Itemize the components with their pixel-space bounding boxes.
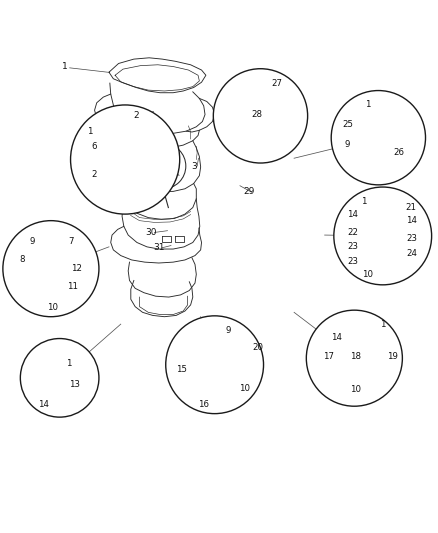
Circle shape	[158, 161, 168, 171]
Text: 1: 1	[88, 127, 93, 136]
Text: 18: 18	[350, 351, 361, 360]
Text: 25: 25	[343, 120, 353, 129]
Text: 3: 3	[192, 163, 198, 172]
Text: 23: 23	[347, 257, 358, 266]
Text: 22: 22	[347, 228, 358, 237]
Circle shape	[331, 91, 426, 185]
Text: 31: 31	[153, 243, 165, 252]
Text: 10: 10	[47, 303, 58, 312]
Text: 9: 9	[29, 237, 35, 246]
Text: 1: 1	[380, 320, 385, 329]
Text: 2: 2	[92, 171, 97, 179]
Text: 15: 15	[177, 365, 187, 374]
Text: 2: 2	[133, 111, 139, 120]
Text: 30: 30	[145, 228, 157, 237]
Text: 14: 14	[38, 400, 49, 408]
Text: 27: 27	[272, 79, 283, 88]
Text: 23: 23	[347, 243, 358, 252]
Circle shape	[71, 105, 180, 214]
Text: 14: 14	[406, 216, 417, 225]
Text: 23: 23	[406, 233, 417, 243]
Text: 16: 16	[198, 400, 209, 408]
Text: 14: 14	[332, 333, 343, 342]
Text: 11: 11	[67, 281, 78, 290]
Text: 7: 7	[68, 237, 73, 246]
Text: 10: 10	[362, 270, 373, 279]
Circle shape	[166, 316, 264, 414]
Text: 1: 1	[365, 100, 370, 109]
Text: 26: 26	[393, 148, 404, 157]
Text: 1: 1	[361, 197, 367, 206]
Text: 8: 8	[20, 255, 25, 264]
Circle shape	[213, 69, 307, 163]
Text: 20: 20	[253, 343, 264, 352]
Text: 9: 9	[225, 326, 230, 335]
Text: 12: 12	[71, 264, 82, 273]
Text: 10: 10	[350, 385, 361, 394]
Text: 28: 28	[251, 110, 262, 119]
Text: 29: 29	[243, 187, 254, 196]
Text: 9: 9	[344, 140, 350, 149]
Text: 6: 6	[92, 142, 97, 151]
Circle shape	[20, 338, 99, 417]
Text: 14: 14	[347, 211, 358, 220]
Text: 21: 21	[406, 203, 417, 212]
Text: 19: 19	[387, 351, 398, 360]
Text: 24: 24	[406, 249, 417, 258]
Circle shape	[3, 221, 99, 317]
Text: 1: 1	[63, 62, 68, 71]
Circle shape	[334, 187, 431, 285]
Text: 10: 10	[239, 384, 250, 393]
Text: 1: 1	[66, 359, 71, 368]
Text: 17: 17	[323, 351, 334, 360]
Text: 13: 13	[69, 380, 81, 389]
Circle shape	[306, 310, 403, 406]
